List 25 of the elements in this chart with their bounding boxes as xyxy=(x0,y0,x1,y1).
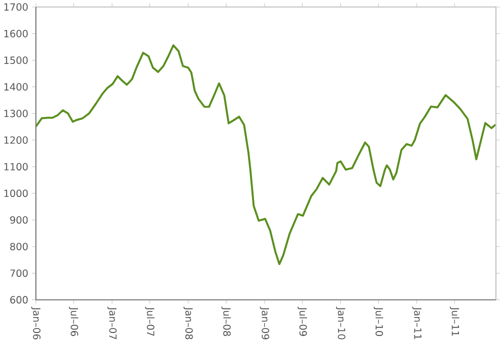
x-tick-label: Jan–10 xyxy=(336,306,346,340)
x-tick-label: Jan–09 xyxy=(260,306,270,340)
y-tick-label: 1000 xyxy=(4,189,28,197)
x-tick-label: Jan–07 xyxy=(107,306,117,339)
x-tick-label: Jul–08 xyxy=(221,306,231,336)
y-tick-label: 1300 xyxy=(4,110,28,118)
y-tick-label: 900 xyxy=(10,216,28,224)
line-series xyxy=(34,44,496,265)
x-tick-label: Jul–06 xyxy=(68,306,78,336)
x-tick-label: Jan–08 xyxy=(184,306,193,340)
x-tick-label: Jul–11 xyxy=(450,306,460,336)
y-tick-label: 1500 xyxy=(4,56,28,64)
y-tick-label: 1400 xyxy=(4,83,28,90)
x-tick-label: Jul–09 xyxy=(298,306,308,336)
y-tick-label: 700 xyxy=(10,269,28,277)
x-tick-label: Jan–11 xyxy=(412,306,422,339)
x-tick-label: Jan–06 xyxy=(31,306,41,340)
y-tick-label: 1100 xyxy=(4,162,28,170)
y-tick-label: 1700 xyxy=(4,3,28,11)
x-tick-label: Jul–10 xyxy=(374,306,384,336)
x-tick-label: Jul–07 xyxy=(145,306,155,336)
y-tick-label: 1200 xyxy=(4,136,28,144)
y-tick-label: 1600 xyxy=(4,30,28,38)
y-tick-label: 600 xyxy=(10,296,28,304)
y-tick-label: 800 xyxy=(10,242,28,250)
